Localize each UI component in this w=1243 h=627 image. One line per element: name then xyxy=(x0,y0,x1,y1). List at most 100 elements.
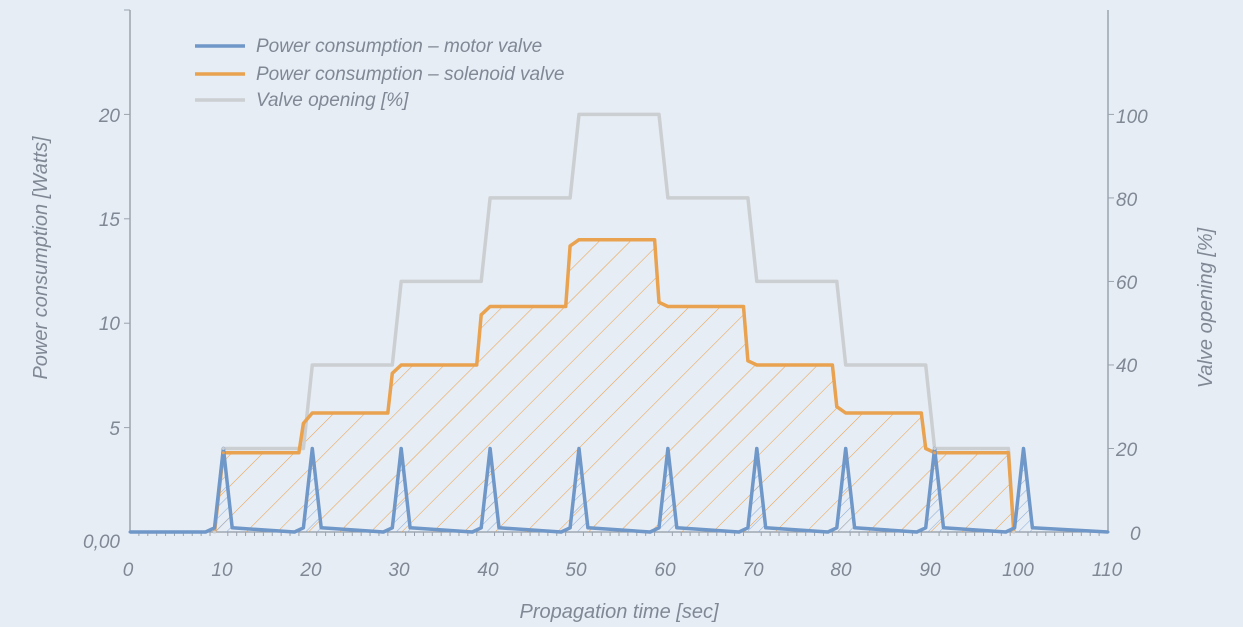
motor-valve-point xyxy=(230,526,234,530)
motor-valve-point xyxy=(381,530,385,534)
motor-valve-point xyxy=(577,447,581,450)
valve-opening-point xyxy=(488,196,492,200)
solenoid-valve-point xyxy=(297,451,301,455)
valve-opening-line xyxy=(212,112,1016,533)
y-axis-title: Power consumption [Watts] xyxy=(30,136,52,380)
valve-opening-point xyxy=(479,279,483,283)
solenoid-valve-point xyxy=(742,305,745,308)
y-tick-label: 15 xyxy=(99,210,121,231)
solenoid-valve-point xyxy=(310,411,314,415)
motor-valve-point xyxy=(844,447,848,450)
motor-valve-point xyxy=(479,526,483,530)
solenoid-valve-point xyxy=(924,447,928,450)
motor-valve-point xyxy=(666,447,670,450)
motor-valve-point xyxy=(204,530,208,534)
y2-tick-label: 0 xyxy=(1130,524,1141,545)
x-tick-label: 40 xyxy=(477,560,499,581)
motor-valve-point xyxy=(568,526,572,530)
x-tick-label: 110 xyxy=(1092,560,1123,581)
y2-tick-labels: 0 20 40 60 80 100 xyxy=(1115,107,1148,545)
motor-valve-point xyxy=(942,526,945,530)
valve-opening-point xyxy=(657,112,661,116)
solenoid-valve-fill xyxy=(214,239,1014,532)
motor-valve-point xyxy=(1004,530,1008,534)
motor-valve-point xyxy=(853,526,857,530)
solenoid-valve-point xyxy=(1006,451,1010,455)
valve-opening-point xyxy=(924,363,928,367)
motor-valve-point xyxy=(675,526,679,530)
x-tick-label: 50 xyxy=(565,560,587,581)
series-fills xyxy=(214,239,1033,532)
y2-tick-label: 20 xyxy=(1115,440,1138,461)
y-tick-label: 20 xyxy=(98,106,121,127)
valve-opening-point xyxy=(933,447,937,450)
y-tick-label: 10 xyxy=(99,314,121,335)
solenoid-valve-point xyxy=(933,451,937,455)
y2-tick-label: 40 xyxy=(1116,356,1138,377)
solenoid-valve-point xyxy=(386,411,390,415)
valve-opening-point xyxy=(568,196,572,200)
y-tick-label: 5 xyxy=(109,419,120,440)
motor-valve-point xyxy=(301,526,305,530)
solenoid-valve-point xyxy=(830,363,834,367)
valve-opening-point xyxy=(213,530,216,534)
tick-marks xyxy=(124,9,1114,536)
motor-valve-point xyxy=(826,530,830,534)
valve-opening-point xyxy=(1006,447,1010,450)
motor-valve-point xyxy=(213,526,216,530)
motor-valve-line xyxy=(130,446,1109,534)
motor-valve-spike-fill xyxy=(303,448,322,532)
motor-valve-point xyxy=(924,526,928,530)
solenoid-valve-point xyxy=(577,238,581,242)
motor-valve-spike-fill xyxy=(1014,448,1033,532)
motor-valve-point xyxy=(586,526,590,530)
motor-valve-point xyxy=(319,526,323,530)
valve-opening-point xyxy=(844,363,848,367)
y2-tick-label: 60 xyxy=(1116,273,1138,294)
solenoid-valve-point xyxy=(919,411,923,415)
motor-valve-point xyxy=(657,526,661,530)
solenoid-valve-point xyxy=(488,305,492,308)
motor-valve-point xyxy=(497,526,501,530)
motor-valve-point xyxy=(1106,530,1110,534)
solenoid-valve-point xyxy=(301,421,305,425)
legend: Power consumption – motor valve Power co… xyxy=(195,36,564,111)
motor-valve-point xyxy=(310,447,314,450)
motor-valve-spike-fill xyxy=(214,448,233,532)
y2-axis-title: Valve opening [%] xyxy=(1195,227,1217,388)
valve-opening-point xyxy=(1012,530,1016,534)
motor-valve-spike-fill xyxy=(925,448,944,532)
motor-valve-point xyxy=(1030,526,1034,530)
motor-valve-point xyxy=(408,526,412,530)
valve-opening-point xyxy=(666,196,670,200)
x-tick-label: 80 xyxy=(830,560,852,581)
solenoid-valve-point xyxy=(835,405,839,409)
legend-label-solenoid-valve: Power consumption – solenoid valve xyxy=(256,64,564,85)
series-lines xyxy=(130,112,1109,534)
motor-valve-point xyxy=(755,447,759,450)
x-tick-label: 90 xyxy=(919,560,941,581)
x-tick-label: 0 xyxy=(123,560,134,581)
solenoid-valve-point xyxy=(390,371,394,375)
motor-valve-point xyxy=(128,530,132,534)
legend-label-motor-valve: Power consumption – motor valve xyxy=(256,36,542,57)
valve-opening-point xyxy=(310,363,314,367)
motor-valve-point xyxy=(915,530,919,534)
valve-opening-point xyxy=(301,447,305,450)
legend-label-valve-opening: Valve opening [%] xyxy=(256,90,409,111)
x-tick-labels: 0 10 20 30 40 50 60 70 80 90 100 110 xyxy=(123,560,1123,581)
x-tick-label: 60 xyxy=(654,560,676,581)
y2-tick-label: 100 xyxy=(1116,107,1148,128)
motor-valve-point xyxy=(488,447,492,450)
motor-valve-point xyxy=(764,526,768,530)
solenoid-valve-point xyxy=(666,305,670,308)
solenoid-valve-point xyxy=(564,305,568,308)
solenoid-valve-line xyxy=(212,237,1016,533)
valve-opening-point xyxy=(835,279,839,283)
motor-valve-fills xyxy=(214,448,1033,532)
motor-valve-spike-fill xyxy=(481,448,499,532)
valve-opening-point xyxy=(755,279,759,283)
motor-valve-point xyxy=(470,530,474,534)
motor-valve-point xyxy=(293,530,296,534)
